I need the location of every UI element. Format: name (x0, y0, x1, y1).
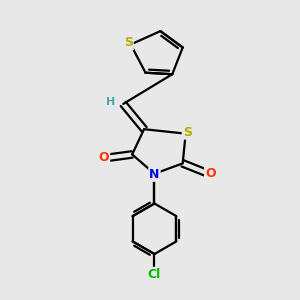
Text: H: H (106, 98, 116, 107)
Text: S: S (183, 126, 192, 139)
Text: N: N (149, 168, 160, 181)
Text: O: O (99, 151, 109, 164)
Text: Cl: Cl (148, 268, 161, 281)
Text: O: O (205, 167, 216, 180)
Text: S: S (124, 37, 133, 50)
